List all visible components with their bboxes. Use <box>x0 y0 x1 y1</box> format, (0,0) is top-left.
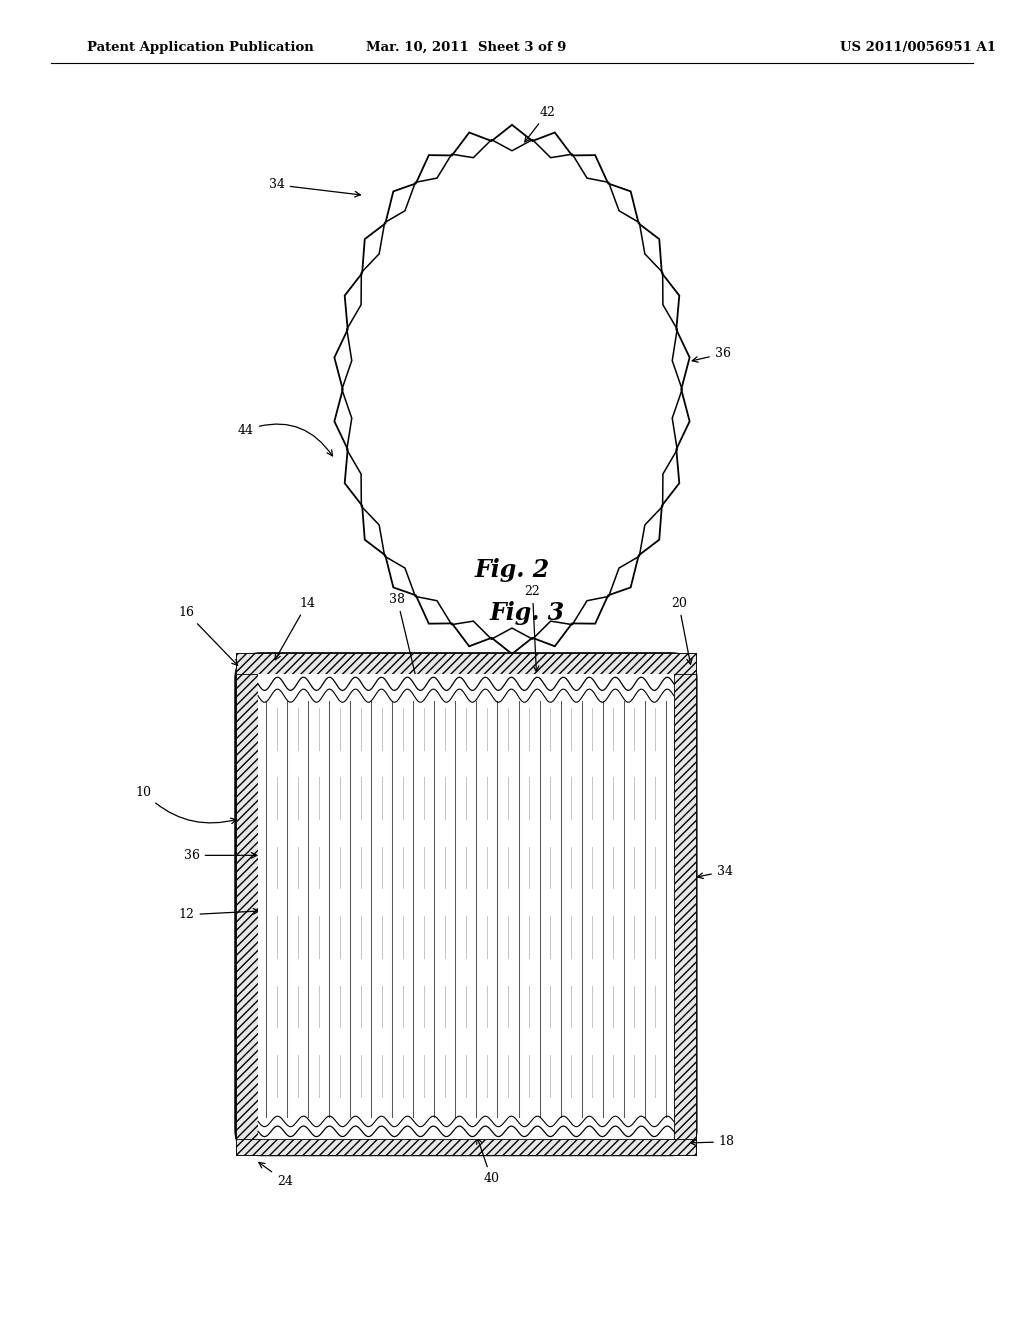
Text: Mar. 10, 2011  Sheet 3 of 9: Mar. 10, 2011 Sheet 3 of 9 <box>366 41 566 54</box>
Text: 24: 24 <box>259 1163 293 1188</box>
Text: US 2011/0056951 A1: US 2011/0056951 A1 <box>840 41 995 54</box>
Text: 36: 36 <box>183 849 257 862</box>
Text: 42: 42 <box>524 106 556 141</box>
Text: 18: 18 <box>690 1135 735 1148</box>
Text: 38: 38 <box>389 593 418 681</box>
Text: Fig. 3: Fig. 3 <box>489 601 564 624</box>
Bar <box>236 1139 696 1155</box>
Text: 10: 10 <box>135 785 237 824</box>
Text: 36: 36 <box>692 347 731 362</box>
Text: 22: 22 <box>524 585 541 672</box>
Bar <box>674 653 696 1155</box>
Text: 44: 44 <box>238 424 333 455</box>
Bar <box>236 653 258 1155</box>
Text: Fig. 2: Fig. 2 <box>474 558 550 582</box>
Text: 40: 40 <box>477 1138 500 1185</box>
Bar <box>236 653 696 673</box>
Text: 12: 12 <box>178 908 259 921</box>
FancyBboxPatch shape <box>236 653 696 1155</box>
Text: 16: 16 <box>178 606 238 665</box>
Text: 34: 34 <box>697 865 733 879</box>
Bar <box>258 673 674 1139</box>
Text: 14: 14 <box>275 597 315 660</box>
Text: 34: 34 <box>268 178 360 197</box>
Text: Patent Application Publication: Patent Application Publication <box>87 41 313 54</box>
Text: 20: 20 <box>671 597 692 664</box>
